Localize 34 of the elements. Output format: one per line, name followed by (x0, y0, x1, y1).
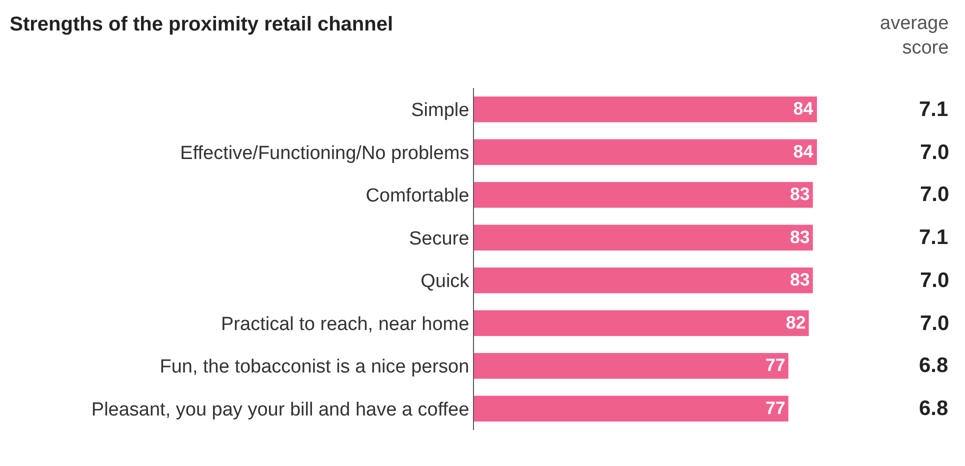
text: average score (880, 13, 949, 59)
y-tick-label: Pleasant, you pay your bill and have a coffee (91, 399, 470, 420)
bar (474, 396, 788, 422)
data-label: 77 (765, 398, 786, 418)
data-label: 84 (793, 98, 814, 119)
text: 7.0 (920, 141, 950, 164)
text: 7.0 (920, 312, 950, 335)
text: 7.0 (920, 183, 950, 206)
bar (474, 182, 813, 208)
bar (474, 224, 813, 250)
data-label: 83 (790, 184, 810, 204)
text: 7.1 (919, 226, 949, 249)
data-label: 83 (790, 226, 810, 247)
data-label: 77 (765, 355, 786, 376)
data-label: 83 (790, 270, 810, 290)
data-label: 82 (786, 312, 806, 332)
y-tick-label: Fun, the tobacconist is a nice person (160, 356, 470, 378)
bar (474, 353, 788, 379)
y-tick-label: Quick (420, 271, 470, 292)
text: 6.8 (919, 354, 949, 377)
y-tick-label: Secure (408, 228, 470, 250)
y-tick-label: Comfortable (366, 186, 470, 207)
bar (474, 96, 817, 122)
bar (474, 139, 817, 165)
y-tick-label: Practical to reach, near home (221, 314, 470, 335)
text: 7.0 (920, 269, 950, 292)
bar (474, 268, 813, 294)
bar (474, 310, 809, 336)
text: Strengths of the proximity retail channel (10, 13, 394, 36)
data-label: 84 (793, 141, 814, 162)
y-tick-label: Effective/Functioning/No problems (180, 142, 470, 164)
text: 6.8 (919, 397, 949, 420)
text: 7.1 (919, 98, 949, 121)
y-tick-label: Simple (411, 100, 470, 122)
